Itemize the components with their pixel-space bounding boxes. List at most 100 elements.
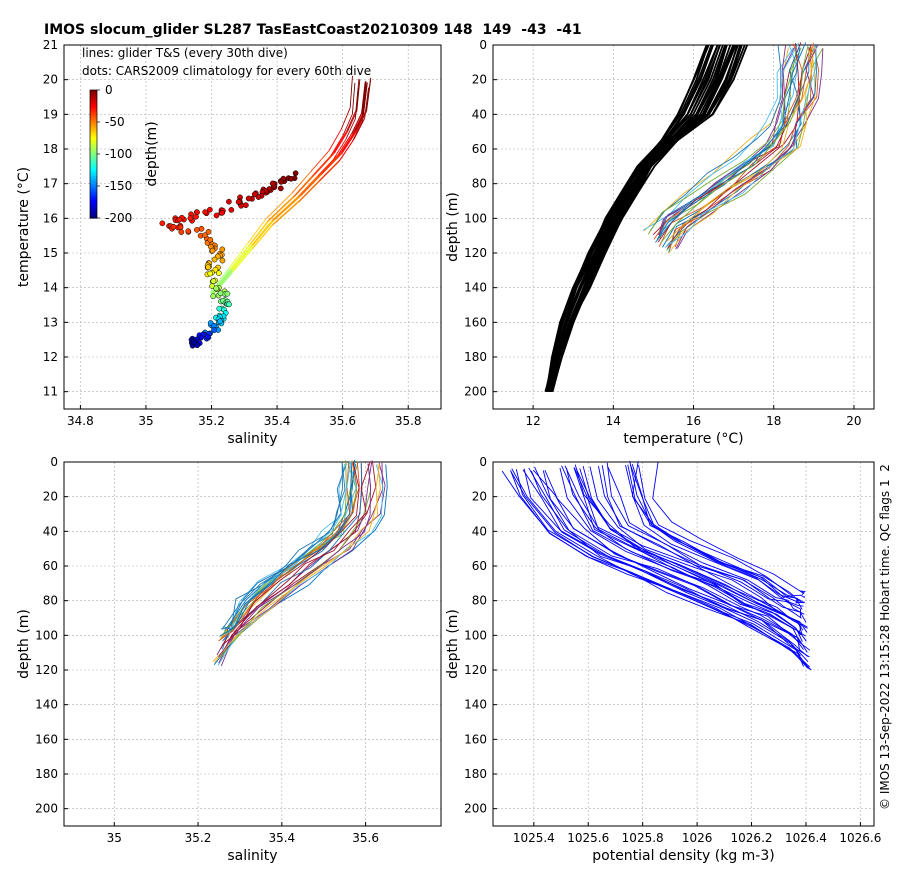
glider-density-profile xyxy=(631,461,805,604)
climatology-dot xyxy=(178,229,185,235)
glider-density-profile xyxy=(575,468,808,633)
glider-density-profile xyxy=(565,467,803,642)
colorbar-segment xyxy=(90,216,97,219)
colorbar-segment xyxy=(90,178,97,181)
colorbar-label: depth(m) xyxy=(144,121,160,186)
x-tick-label: 1026 xyxy=(682,831,713,845)
climatology-dot xyxy=(211,256,218,263)
climatology-dot xyxy=(193,213,199,220)
glider-ts-line xyxy=(366,79,372,112)
colorbar-segment xyxy=(90,126,97,129)
glider-density-profile xyxy=(638,464,806,598)
y-tick-label: 200 xyxy=(464,802,487,816)
glider-ts-line xyxy=(272,199,301,225)
y-tick-label: 120 xyxy=(35,663,58,677)
glider-density-profile xyxy=(573,467,802,636)
glider-ts-line xyxy=(318,161,340,183)
plot-frame xyxy=(492,461,875,827)
y-tick-label: 15 xyxy=(43,246,58,260)
glider-ts-line xyxy=(248,221,268,247)
climatology-dot xyxy=(219,246,226,253)
glider-density-profile xyxy=(627,464,804,607)
climatology-dot xyxy=(217,318,223,325)
x-tick-label: 35.4 xyxy=(268,831,295,845)
colorbar-segment xyxy=(90,136,97,139)
glider-density-profile xyxy=(652,462,806,596)
colorbar-segment xyxy=(90,154,97,157)
legend-note-lines: lines: glider T&S (every 30th dive) xyxy=(82,46,288,60)
x-tick-label: 1025.6 xyxy=(567,831,609,845)
colorbar-segment xyxy=(90,164,97,167)
climatology-dot xyxy=(207,270,214,277)
colorbar-segment xyxy=(90,192,97,195)
panel-bottom-right: 1025.4 1025.6 1025.8 1026 1026.2 1026.4 1026.6… xyxy=(445,455,881,864)
y-tick-label: 80 xyxy=(472,177,487,191)
colorbar-segment xyxy=(90,130,97,133)
climatology-dot xyxy=(191,339,197,346)
glider-ts-line xyxy=(299,179,321,201)
y-tick-label: 80 xyxy=(43,594,58,608)
y-tick-label: 180 xyxy=(464,350,487,364)
colorbar-segment xyxy=(90,190,97,193)
glider-temperature-profile xyxy=(658,46,813,247)
y-tick-label: 0 xyxy=(479,455,487,469)
climatology-dot xyxy=(243,202,249,209)
climatology-profile xyxy=(547,44,728,392)
x-tick-label: 18 xyxy=(766,414,781,428)
glider-ts-line xyxy=(361,81,366,114)
climatology-dot xyxy=(292,170,299,177)
glider-ts-line xyxy=(338,141,353,162)
glider-salinity-profile xyxy=(217,464,384,666)
plot-frame xyxy=(63,461,442,827)
climatology-dot xyxy=(228,207,235,213)
glider-ts-line xyxy=(355,111,367,133)
colorbar-segment xyxy=(90,138,97,141)
glider-ts-line xyxy=(291,171,311,194)
colorbar-segment xyxy=(90,116,97,119)
colorbar-segment xyxy=(90,170,97,173)
colorbar-segment xyxy=(90,210,97,213)
glider-ts-line xyxy=(311,155,332,177)
glider-temperature-profile xyxy=(650,45,782,231)
colorbar-tick-label: 0 xyxy=(105,83,113,97)
climatology-dot xyxy=(185,228,192,234)
colorbar-segment xyxy=(90,140,97,143)
climatology-dot xyxy=(216,305,223,312)
glider-salinity-profile xyxy=(218,462,360,642)
y-tick-label: 160 xyxy=(464,315,487,329)
y-tick-label: 140 xyxy=(35,698,58,712)
glider-salinity-profile xyxy=(221,463,362,650)
glider-ts-line xyxy=(251,220,273,246)
glider-ts-line xyxy=(328,128,342,151)
y-tick-label: 13 xyxy=(43,315,58,329)
glider-ts-line xyxy=(340,107,351,130)
x-tick-label: 34.8 xyxy=(67,414,94,428)
colorbar-segment xyxy=(90,98,97,101)
glider-ts-line xyxy=(355,78,360,111)
colorbar-segment xyxy=(90,146,97,149)
glider-ts-line xyxy=(330,134,344,156)
glider-salinity-profile xyxy=(219,462,353,637)
climatology-dot xyxy=(159,220,166,227)
glider-temperature-profile xyxy=(664,47,817,248)
glider-density-profile xyxy=(582,466,808,629)
glider-ts-line xyxy=(300,174,322,196)
y-axis-label: depth (m) xyxy=(445,192,461,262)
colorbar-segment xyxy=(90,94,97,97)
climatology-dot xyxy=(205,264,212,271)
colorbar-segment xyxy=(90,132,97,135)
glider-density-profile xyxy=(630,464,799,603)
colorbar-segment xyxy=(90,206,97,209)
glider-ts-line xyxy=(271,201,300,227)
colorbar-segment xyxy=(90,208,97,211)
y-tick-label: 40 xyxy=(472,107,487,121)
glider-ts-line xyxy=(346,110,357,132)
climatology-dot xyxy=(217,290,224,297)
glider-temperature-profile xyxy=(647,46,798,235)
climatology-dot xyxy=(215,270,222,277)
glider-density-profile xyxy=(574,464,804,631)
climatology-dot xyxy=(269,180,276,187)
glider-density-profile xyxy=(607,466,805,615)
colorbar-segment xyxy=(90,156,97,159)
